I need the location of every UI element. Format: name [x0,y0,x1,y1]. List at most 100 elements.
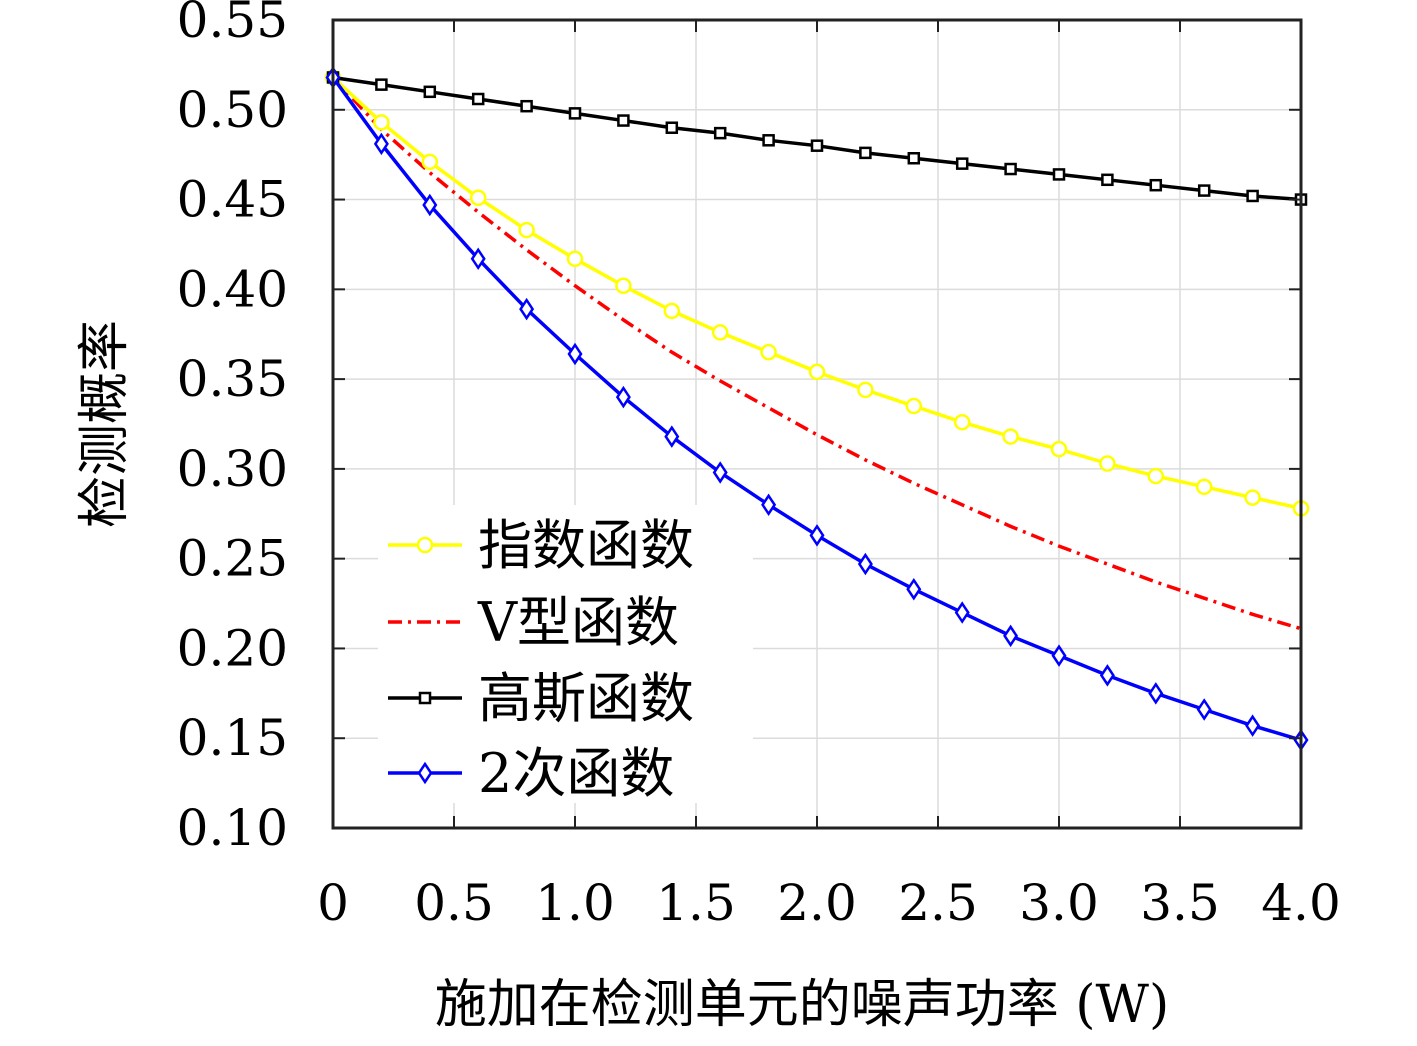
data-point [1002,428,1019,445]
data-point [568,107,582,120]
data-point [1003,624,1019,648]
x-tick-label: 2.0 [777,874,857,932]
legend-label: 2次函数 [478,742,674,805]
legend-item: 指数函数 [388,514,694,577]
series-layer [324,66,1310,752]
data-point [762,134,775,147]
data-point [809,524,825,547]
data-point [663,302,681,320]
data-point [664,425,680,448]
legend-item: V型函数 [388,591,679,654]
data-point [1195,478,1213,496]
data-point [665,121,679,134]
data-point [1101,173,1114,187]
data-point [1004,162,1017,176]
x-tick-label: 4.0 [1261,874,1341,932]
data-point [712,461,728,484]
data-point [418,691,432,705]
data-point [905,397,923,415]
series-0 [324,69,1310,517]
data-point [761,493,777,517]
y-tick-label: 0.30 [177,440,288,498]
data-point [1244,489,1261,506]
data-point [857,552,873,576]
x-tick-label: 3.5 [1140,874,1220,932]
y-tick-label: 0.55 [177,0,288,49]
data-point [1099,664,1115,687]
data-point [760,343,777,361]
data-point [810,139,824,152]
x-axis-title: 施加在检测单元的噪声功率 (W) [435,975,1170,1035]
data-point [373,114,390,131]
data-point [417,761,433,785]
data-point [422,193,438,217]
x-tick-label: 2.5 [898,874,978,932]
series-1 [331,76,1302,631]
y-tick-label: 0.15 [177,709,288,767]
data-point [1052,168,1066,181]
data-point [1147,467,1165,485]
data-point [519,297,535,321]
x-tick-label: 1.5 [656,874,736,932]
x-tick-label: 0 [317,874,349,932]
data-point [1149,178,1163,192]
y-tick-labels: 0.10 0.15 0.20 0.25 0.30 0.35 0.40 0.45 0.50 0.55 [177,0,288,857]
series-3 [325,66,1309,752]
grid [333,20,1301,828]
data-point [859,146,872,160]
data-point [1099,455,1116,472]
data-point [423,85,437,99]
data-point [421,153,439,171]
y-tick-label: 0.10 [177,799,288,857]
ticks [332,19,1302,829]
data-point [567,342,583,366]
legend-label: V型函数 [477,591,679,654]
data-point [373,132,389,156]
y-tick-label: 0.35 [177,350,288,408]
data-point [617,114,630,127]
y-axis-title: 检测概率 [75,320,135,528]
data-point [615,277,632,294]
data-point [713,126,727,140]
data-point [566,250,584,268]
data-point [416,536,434,554]
data-point [1196,698,1212,721]
data-point [1051,644,1067,667]
x-tick-label: 0.5 [414,874,494,932]
data-point [520,99,533,113]
data-point [955,157,969,170]
data-point [470,247,486,271]
legend-item: 2次函数 [388,742,674,805]
data-point [953,413,971,431]
y-tick-label: 0.25 [177,530,288,588]
y-tick-label: 0.50 [177,81,288,139]
y-tick-label: 0.40 [177,260,288,318]
legend-item: 高斯函数 [388,667,694,730]
data-point [711,324,729,341]
data-point [1148,682,1164,705]
data-point [808,363,826,381]
series-2 [326,71,1308,206]
data-point [1245,714,1261,737]
data-point [906,577,922,601]
data-point [1197,184,1211,197]
data-point [1246,189,1259,203]
data-point [518,221,535,239]
data-point [615,385,631,409]
data-point [857,381,874,399]
data-point [375,78,388,91]
y-tick-label: 0.20 [177,619,288,677]
legend-label: 指数函数 [478,514,694,577]
data-point [1050,440,1068,458]
data-point [471,92,485,106]
x-tick-label: 3.0 [1019,874,1099,932]
x-tick-labels: 0 0.5 1.0 1.5 2.0 2.5 3.0 3.5 4.0 [317,874,1341,932]
legend-label: 高斯函数 [478,667,694,730]
data-point [469,189,487,207]
data-point [907,152,921,165]
legend-box [378,505,753,803]
y-tick-label: 0.45 [177,171,288,229]
data-point [954,601,970,624]
